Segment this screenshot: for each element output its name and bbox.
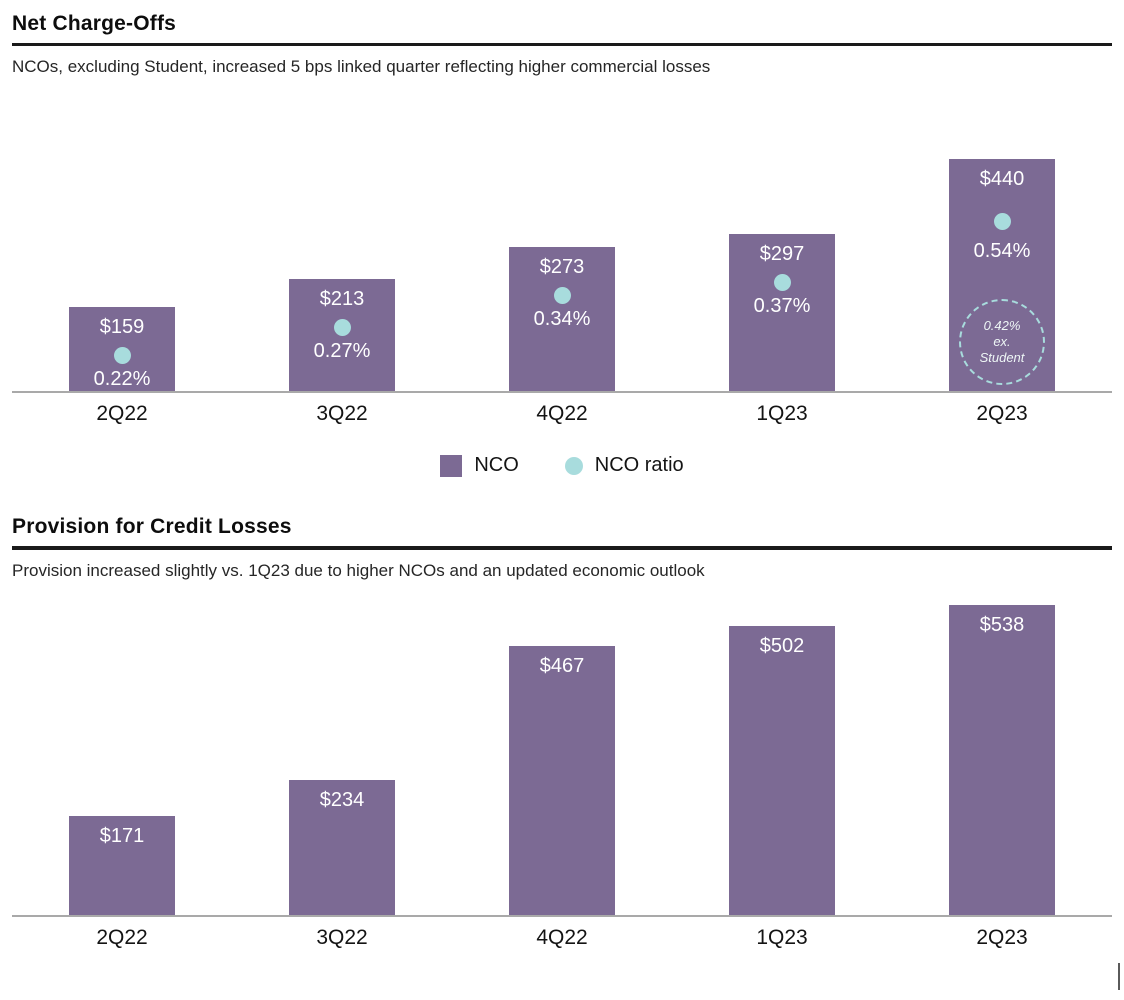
- nco-ratio-dot: [773, 274, 791, 291]
- annotation-line: Student: [979, 350, 1025, 366]
- provision-value-label: $171: [99, 825, 145, 847]
- x-axis-label: 2Q23: [976, 402, 1028, 425]
- nco-ratio-label: 0.34%: [533, 308, 591, 330]
- provision-title-rule: [12, 546, 1112, 550]
- x-axis-label: 2Q22: [96, 402, 148, 425]
- nco-bar-column: $273 0.34%: [452, 159, 672, 391]
- nco-subtitle: NCOs, excluding Student, increased 5 bps…: [12, 57, 711, 76]
- x-axis-label: 2Q23: [976, 926, 1028, 949]
- nco-value-label: $273: [539, 256, 585, 278]
- nco-bar-swatch-icon: [440, 454, 463, 477]
- provision-title: Provision for Credit Losses: [12, 515, 292, 538]
- nco-bar-column: $213 0.27%: [232, 159, 452, 391]
- nco-ratio-label: 0.27%: [313, 340, 371, 362]
- nco-ratio-dot-icon: [564, 456, 583, 475]
- nco-bar-column: $159 0.22%: [12, 159, 232, 391]
- provision-bar-column: $234: [232, 605, 452, 915]
- ex-student-annotation: 0.42% ex. Student: [959, 299, 1045, 385]
- annotation-line: 0.42%: [983, 317, 1021, 333]
- nco-bar-column: $440 0.54% 0.42% ex. Student: [892, 159, 1112, 391]
- provision-bar: $538: [949, 605, 1055, 915]
- nco-value-label: $297: [759, 243, 805, 265]
- nco-ratio-dot: [553, 287, 571, 304]
- nco-bar-column: $297 0.37%: [672, 159, 892, 391]
- provision-bar: $171: [69, 816, 175, 915]
- provision-bar-column: $171: [12, 605, 232, 915]
- x-axis-label: 1Q23: [756, 402, 808, 425]
- provision-bar: $467: [509, 646, 615, 915]
- legend-label-nco: NCO: [474, 454, 519, 476]
- provision-plot: $171 $234 $467 $502 $538: [12, 605, 1112, 917]
- nco-ratio-label: 0.54%: [973, 240, 1031, 262]
- provision-bar: $234: [289, 780, 395, 915]
- x-axis-label: 1Q23: [756, 926, 808, 949]
- provision-subtitle: Provision increased slightly vs. 1Q23 du…: [12, 561, 705, 580]
- nco-ratio-dot: [113, 347, 131, 364]
- provision-value-label: $538: [979, 614, 1025, 636]
- nco-value-label: $159: [99, 316, 145, 338]
- nco-bar: $213 0.27%: [289, 279, 395, 391]
- legend-item-nco: NCO: [440, 454, 519, 477]
- nco-ratio-dot: [993, 213, 1011, 230]
- nco-bar: $159 0.22%: [69, 307, 175, 391]
- nco-title-rule: [12, 43, 1112, 46]
- nco-value-label: $440: [979, 168, 1025, 190]
- nco-value-label: $213: [319, 288, 365, 310]
- nco-legend: NCO NCO ratio: [12, 454, 1112, 477]
- x-axis-label: 2Q22: [96, 926, 148, 949]
- legend-item-nco-ratio: NCO ratio: [564, 454, 684, 477]
- x-axis-label: 4Q22: [536, 926, 588, 949]
- provision-bar-column: $538: [892, 605, 1112, 915]
- provision-bar-column: $467: [452, 605, 672, 915]
- provision-value-label: $467: [539, 655, 585, 677]
- provision-bar-column: $502: [672, 605, 892, 915]
- provision-value-label: $502: [759, 635, 805, 657]
- nco-section: Net Charge-Offs NCOs, excluding Student,…: [12, 12, 1112, 477]
- provision-value-label: $234: [319, 789, 365, 811]
- nco-title: Net Charge-Offs: [12, 12, 177, 35]
- legend-label-nco-ratio: NCO ratio: [594, 454, 684, 476]
- page-edge-mark: [1118, 963, 1120, 990]
- x-axis-label: 3Q22: [316, 926, 368, 949]
- nco-bar: $440 0.54% 0.42% ex. Student: [949, 159, 1055, 391]
- nco-ratio-label: 0.22%: [93, 368, 151, 390]
- nco-xlabels: 2Q22 3Q22 4Q22 1Q23 2Q23: [12, 402, 1112, 426]
- annotation-line: ex.: [993, 333, 1011, 349]
- provision-xlabels: 2Q22 3Q22 4Q22 1Q23 2Q23: [12, 926, 1112, 950]
- nco-bar: $297 0.37%: [729, 234, 835, 391]
- provision-bar: $502: [729, 626, 835, 915]
- nco-ratio-dot: [333, 319, 351, 336]
- x-axis-label: 3Q22: [316, 402, 368, 425]
- provision-section: Provision for Credit Losses Provision in…: [12, 515, 1112, 950]
- nco-plot: $159 0.22% $213 0.27% $273 0.34% $297 0.37% $440…: [12, 159, 1112, 393]
- x-axis-label: 4Q22: [536, 402, 588, 425]
- nco-ratio-label: 0.37%: [753, 295, 811, 317]
- nco-bar: $273 0.34%: [509, 247, 615, 391]
